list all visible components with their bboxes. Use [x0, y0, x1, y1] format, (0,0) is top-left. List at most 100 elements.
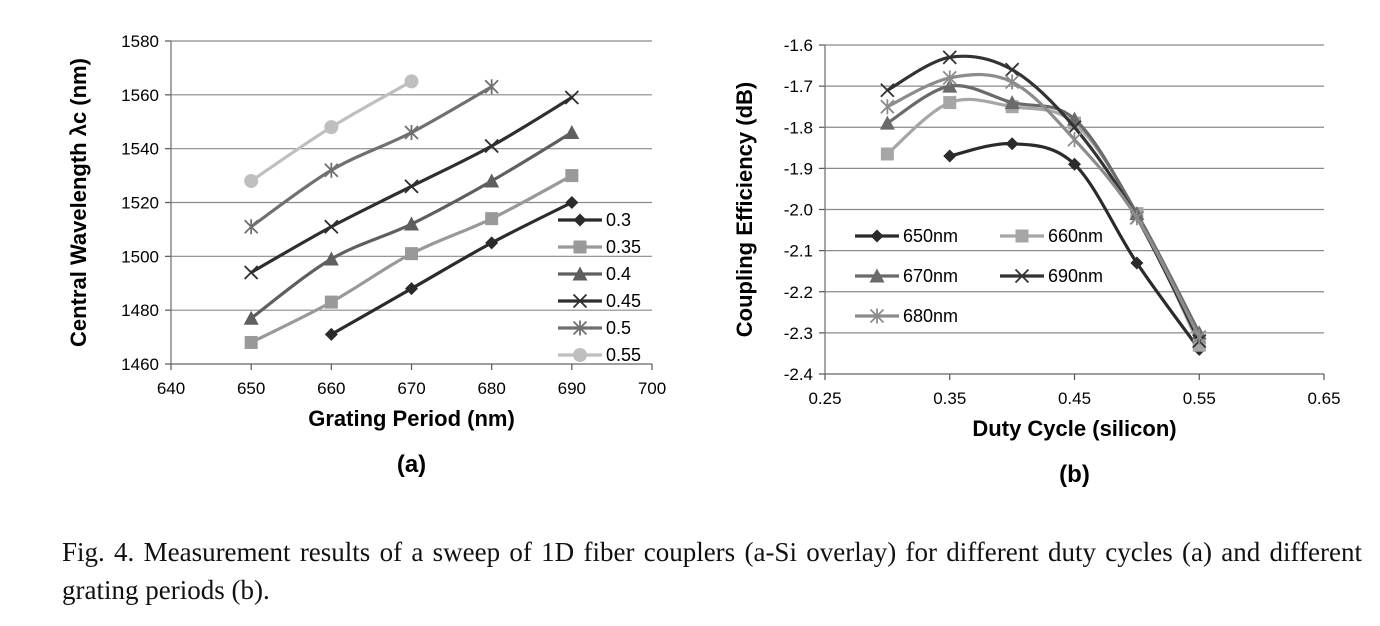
- y-tick-label: -1.9: [784, 159, 813, 178]
- data-point: [324, 219, 339, 234]
- legend-swatch-marker: [573, 213, 587, 227]
- legend-swatch-marker: [572, 266, 588, 281]
- y-tick-label: 1520: [121, 194, 159, 213]
- legend-swatch-marker: [870, 229, 884, 243]
- legend-swatch-marker: [572, 293, 588, 309]
- legend-label: 690nm: [1048, 266, 1103, 286]
- legend-label: 660nm: [1048, 226, 1103, 246]
- series-0.35: [244, 169, 579, 349]
- data-point: [1192, 329, 1207, 345]
- y-axis-label: Central Wavelength λc (nm): [66, 58, 91, 347]
- legend-label: 0.35: [606, 237, 641, 257]
- series-line: [330, 201, 573, 336]
- panel-label: (b): [1059, 461, 1090, 488]
- data-point: [1129, 210, 1145, 226]
- series-line: [886, 54, 1201, 342]
- panel-label: (a): [397, 451, 426, 478]
- legend-label: 0.4: [606, 264, 631, 284]
- legend-label: 0.45: [606, 291, 641, 311]
- chart-a: 1460 1480 1500 1520 1540 1560 1580 640 650 660 670…: [66, 32, 666, 478]
- data-point: [880, 147, 894, 161]
- series-line: [886, 72, 1201, 338]
- legend-label: 0.5: [606, 318, 631, 338]
- data-point: [324, 162, 339, 178]
- data-point: [1130, 256, 1144, 270]
- data-point: [565, 196, 579, 209]
- legend-swatch-marker: [572, 320, 588, 336]
- data-point: [404, 216, 419, 231]
- y-tick-label: 1540: [121, 140, 159, 159]
- data-point: [244, 265, 259, 280]
- data-point: [942, 78, 958, 93]
- data-point: [404, 125, 419, 141]
- legend-swatch-marker: [573, 240, 587, 254]
- figure-caption: Fig. 4. Measurement results of a sweep o…: [62, 537, 1362, 605]
- y-tick-label: -2.4: [784, 365, 813, 384]
- x-tick-label: 670: [397, 379, 425, 398]
- data-point: [942, 70, 957, 86]
- series-680nm: [880, 70, 1207, 345]
- legend-swatch-marker: [869, 308, 885, 324]
- legend-label: 650nm: [903, 226, 958, 246]
- data-point: [1192, 338, 1206, 352]
- x-tick-label: 700: [638, 379, 666, 398]
- series-line: [250, 96, 573, 274]
- series-0.5: [244, 79, 499, 235]
- data-point: [1067, 132, 1082, 148]
- legend-swatch-marker: [869, 268, 885, 283]
- data-point: [880, 99, 895, 115]
- legend-swatch-marker: [573, 348, 587, 362]
- data-point: [942, 50, 957, 65]
- legend-swatch-marker: [1015, 229, 1029, 243]
- legend-swatch-marker: [1014, 268, 1030, 284]
- series-0.4: [243, 125, 580, 325]
- data-point: [1004, 74, 1020, 90]
- data-point: [324, 327, 338, 341]
- y-tick-label: -1.6: [784, 36, 813, 55]
- y-tick-label: -1.7: [784, 77, 813, 96]
- x-tick-label: 660: [317, 379, 345, 398]
- data-point: [244, 335, 258, 349]
- data-point: [1004, 62, 1020, 77]
- y-tick-label: -1.8: [784, 118, 813, 137]
- data-point: [485, 212, 499, 226]
- y-tick-label: -2.3: [784, 324, 813, 343]
- data-point: [244, 219, 259, 235]
- data-point: [484, 79, 499, 95]
- chart-b: -2.4 -2.3 -2.2 -2.1 -2.0 -1.9 -1.8 -1.7 -1.6 0.25…: [732, 36, 1341, 488]
- y-axis-label: Coupling Efficiency (dB): [732, 82, 757, 337]
- x-tick-label: 650: [237, 379, 265, 398]
- y-tick-label: 1460: [121, 355, 159, 374]
- x-tick-label: 690: [558, 379, 586, 398]
- legend: 650nm 660nm 670nm 690nm 680nm: [855, 226, 1103, 326]
- data-point: [879, 115, 895, 130]
- data-point: [405, 247, 418, 261]
- x-tick-label: 0.35: [933, 389, 966, 408]
- data-point: [323, 251, 339, 266]
- data-point: [564, 125, 580, 140]
- data-point: [880, 83, 895, 98]
- legend-label: 0.3: [606, 210, 631, 230]
- data-point: [484, 173, 500, 188]
- y-tick-label: -2.1: [784, 242, 813, 261]
- series-0.3: [324, 196, 579, 341]
- series-650nm: [943, 137, 1206, 356]
- data-point: [485, 236, 499, 250]
- data-point: [484, 138, 499, 154]
- data-point: [1068, 157, 1081, 171]
- legend-label: 670nm: [903, 266, 958, 286]
- series-line: [949, 142, 1201, 351]
- data-point: [404, 74, 419, 89]
- x-tick-label: 0.45: [1058, 389, 1091, 408]
- charts-canvas: 1460 1480 1500 1520 1540 1560 1580 640 650 660 670…: [66, 32, 1341, 488]
- x-tick-label: 680: [477, 379, 505, 398]
- x-axis-label: Duty Cycle (silicon): [972, 416, 1176, 441]
- y-tick-label: 1580: [121, 32, 159, 51]
- y-tick-label: 1480: [121, 301, 159, 320]
- legend: 0.3 0.35 0.4 0.45 0.5 0.55: [558, 210, 641, 365]
- data-point: [324, 120, 339, 135]
- data-point: [405, 282, 418, 296]
- x-tick-label: 0.55: [1183, 389, 1216, 408]
- y-tick-label: 1500: [121, 247, 159, 266]
- data-point: [565, 169, 579, 183]
